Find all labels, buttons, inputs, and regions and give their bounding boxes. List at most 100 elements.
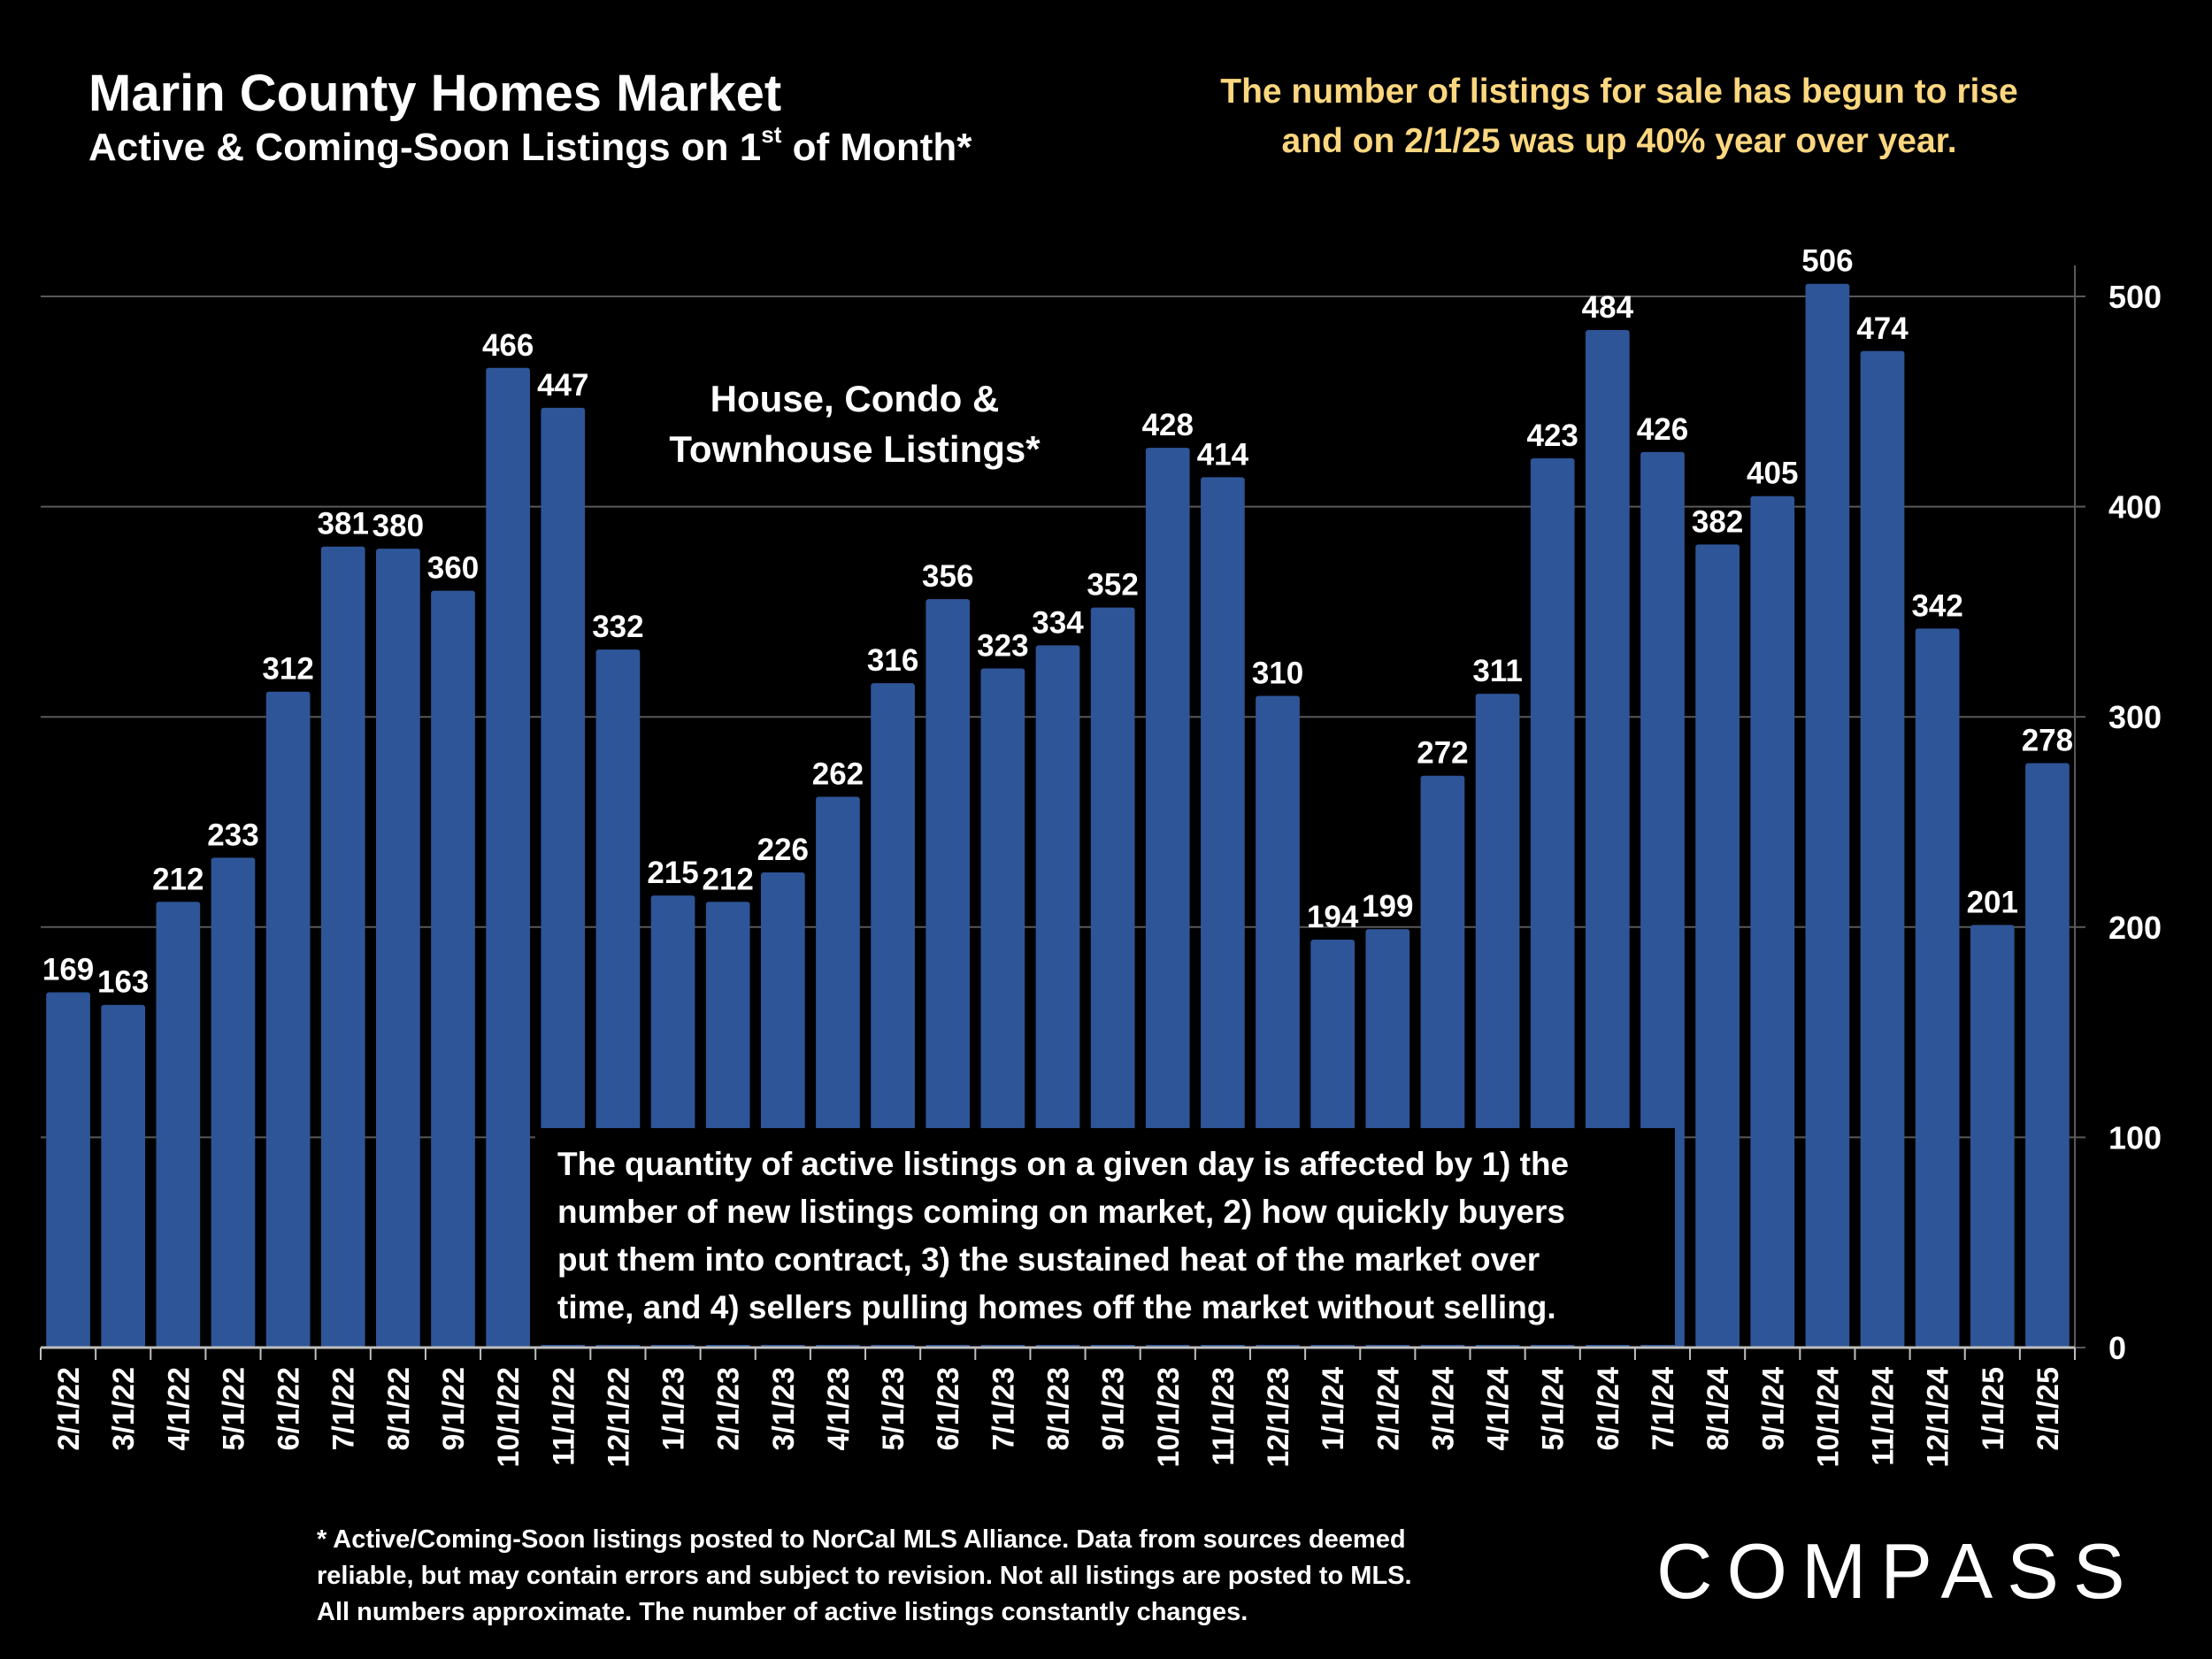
x-tick-label: 4/1/22 [162, 1367, 196, 1451]
x-tick-label: 6/1/24 [1592, 1367, 1625, 1451]
bar-value-label: 312 [262, 652, 313, 687]
subtitle-main: Active & Coming-Soon Listings on 1 [88, 126, 762, 169]
bar [1915, 628, 1960, 1348]
bar-value-label: 310 [1252, 656, 1303, 690]
x-tick-label: 1/1/25 [1977, 1367, 2010, 1451]
x-tick-label: 3/1/23 [767, 1367, 801, 1451]
bar-value-label: 405 [1747, 457, 1798, 491]
bar-value-label: 447 [537, 368, 588, 403]
note-line-2: number of new listings coming on market,… [557, 1194, 1565, 1230]
x-tick-label: 3/1/24 [1426, 1367, 1460, 1451]
page-title: Marin County Homes Market [88, 65, 782, 122]
x-tick-label: 10/1/22 [492, 1367, 526, 1467]
bar-value-label: 484 [1582, 290, 1634, 325]
x-tick-label: 7/1/22 [327, 1367, 361, 1451]
headline-line-2: and on 2/1/25 was up 40% year over year. [1281, 122, 1957, 160]
series-label-line-1: House, Condo & [710, 378, 1000, 419]
bar-value-label: 212 [152, 862, 204, 896]
bar [376, 549, 420, 1348]
axes [40, 265, 2085, 1360]
x-tick-label: 11/1/23 [1207, 1367, 1240, 1466]
bar-value-label: 356 [922, 559, 973, 594]
bar [1860, 350, 1905, 1348]
bar-value-label: 380 [373, 509, 424, 543]
bar-value-label: 215 [647, 856, 698, 890]
bar-value-label: 233 [207, 818, 258, 852]
bar-value-label: 414 [1197, 437, 1249, 472]
bar-value-label: 278 [2022, 723, 2073, 757]
bar-value-label: 323 [977, 629, 1028, 664]
bar [2025, 763, 2070, 1348]
y-tick-labels: 0 100 200 300 400 500 [2108, 279, 2162, 1366]
y-tick-label: 0 [2108, 1330, 2126, 1366]
bar [1750, 495, 1795, 1348]
bar-value-label: 332 [592, 610, 643, 644]
x-tick-label: 2/1/23 [712, 1367, 746, 1451]
bar-value-label: 506 [1801, 244, 1853, 279]
x-tick-label: 2/1/25 [2032, 1367, 2065, 1451]
note-line-1: The quantity of active listings on a giv… [557, 1146, 1569, 1182]
x-tick-label: 9/1/23 [1097, 1367, 1131, 1451]
bar [46, 992, 90, 1348]
bar [211, 857, 256, 1348]
x-tick-label: 5/1/23 [877, 1367, 910, 1451]
x-tick-label: 12/1/22 [602, 1367, 635, 1467]
x-tick-label: 8/1/23 [1042, 1367, 1076, 1451]
page-subtitle: Active & Coming-Soon Listings on 1st of … [88, 123, 972, 170]
note-line-3: put them into contract, 3) the sustained… [557, 1241, 1540, 1278]
bar-value-label: 212 [702, 862, 753, 896]
x-tick-label: 11/1/22 [547, 1367, 580, 1466]
y-tick-label: 300 [2108, 699, 2162, 735]
compass-logo: COMPASS [1656, 1527, 2139, 1615]
bar [1695, 544, 1740, 1348]
y-tick-label: 400 [2108, 489, 2162, 526]
bar-value-label: 201 [1967, 885, 2018, 919]
bar-value-label: 334 [1032, 605, 1084, 640]
bar-value-label: 382 [1692, 504, 1743, 539]
note-line-4: time, and 4) sellers pulling homes off t… [557, 1289, 1556, 1325]
x-tick-label: 5/1/24 [1537, 1367, 1571, 1451]
footnote: * Active/Coming-Soon listings posted to … [317, 1522, 1555, 1631]
x-tick-label: 10/1/24 [1811, 1367, 1845, 1468]
bar [541, 407, 586, 1348]
x-tick-label: 11/1/24 [1867, 1367, 1901, 1466]
bar-value-label: 169 [42, 952, 94, 987]
x-tick-label: 2/1/24 [1371, 1367, 1405, 1451]
bar-value-label: 381 [318, 507, 369, 541]
bar [1970, 925, 2015, 1348]
footnote-line-3: All numbers approximate. The number of a… [317, 1598, 1248, 1626]
y-tick-label: 500 [2108, 279, 2162, 315]
bar-value-label: 352 [1087, 568, 1138, 603]
bar-value-label: 272 [1417, 736, 1468, 771]
bar [1805, 283, 1850, 1348]
x-tick-labels: 2/1/22 3/1/22 4/1/22 5/1/22 6/1/22 7/1/22 8/1/… [52, 1367, 2065, 1468]
bar [101, 1004, 146, 1348]
bar-value-label: 316 [867, 643, 918, 678]
x-tick-label: 4/1/23 [822, 1367, 856, 1451]
bar-value-label: 311 [1472, 654, 1522, 688]
bar-value-label: 194 [1307, 900, 1359, 934]
x-tick-label: 1/1/23 [657, 1367, 691, 1451]
subtitle-superscript: st [761, 121, 782, 148]
x-tick-label: 5/1/22 [217, 1367, 250, 1451]
x-tick-label: 1/1/24 [1317, 1367, 1350, 1451]
headline-callout: The number of listings for sale has begu… [1177, 67, 2062, 166]
bar-value-label: 199 [1362, 889, 1413, 924]
note-box: The quantity of active listings on a giv… [535, 1128, 1675, 1345]
x-tick-label: 10/1/23 [1152, 1367, 1186, 1467]
x-tick-label: 6/1/22 [273, 1367, 306, 1451]
bar-value-label: 226 [757, 833, 809, 867]
y-tick-label: 200 [2108, 910, 2162, 946]
bar-value-label: 423 [1527, 419, 1578, 453]
x-tick-label: 8/1/22 [382, 1367, 416, 1451]
x-tick-label: 2/1/22 [52, 1367, 86, 1451]
bar [265, 691, 311, 1348]
bar [1145, 448, 1190, 1348]
x-tick-label: 4/1/24 [1482, 1367, 1516, 1451]
x-tick-label: 9/1/22 [437, 1367, 471, 1451]
bar [156, 902, 201, 1348]
bar-value-label: 262 [812, 757, 864, 791]
footnote-line-1: * Active/Coming-Soon listings posted to … [317, 1525, 1406, 1554]
headline-line-1: The number of listings for sale has begu… [1220, 73, 2018, 111]
